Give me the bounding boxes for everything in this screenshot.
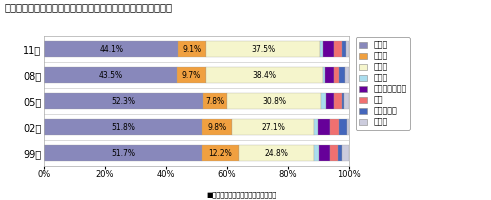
Bar bbox=[339, 119, 347, 135]
Bar bbox=[314, 145, 319, 161]
Bar bbox=[318, 119, 330, 135]
Text: 52.3%: 52.3% bbox=[112, 97, 136, 106]
Bar bbox=[347, 119, 349, 135]
Bar bbox=[342, 41, 346, 57]
Bar bbox=[232, 119, 314, 135]
Text: 51.8%: 51.8% bbox=[111, 122, 135, 132]
Text: 9.7%: 9.7% bbox=[182, 71, 201, 79]
Bar bbox=[202, 119, 232, 135]
Bar bbox=[321, 93, 327, 109]
Text: 38.4%: 38.4% bbox=[252, 71, 276, 79]
Bar bbox=[327, 93, 334, 109]
Bar bbox=[323, 67, 326, 83]
Bar bbox=[178, 41, 206, 57]
Bar bbox=[339, 67, 345, 83]
Bar bbox=[206, 67, 323, 83]
Bar bbox=[227, 93, 321, 109]
Bar bbox=[334, 41, 342, 57]
Bar bbox=[177, 67, 206, 83]
Text: 27.1%: 27.1% bbox=[261, 122, 285, 132]
Text: 44.1%: 44.1% bbox=[99, 45, 123, 53]
Text: 30.8%: 30.8% bbox=[262, 97, 286, 106]
Bar bbox=[44, 145, 202, 161]
Bar bbox=[334, 67, 339, 83]
Bar bbox=[324, 41, 334, 57]
Bar bbox=[239, 145, 314, 161]
Bar bbox=[326, 67, 334, 83]
Bar bbox=[334, 93, 342, 109]
Bar bbox=[206, 41, 320, 57]
Bar bbox=[330, 145, 338, 161]
Text: ■都市生活研究所　生活定点観測調査: ■都市生活研究所 生活定点観測調査 bbox=[206, 191, 276, 198]
Bar bbox=[330, 119, 339, 135]
Bar bbox=[203, 93, 227, 109]
Bar bbox=[319, 145, 330, 161]
Bar bbox=[346, 41, 349, 57]
Text: 7.8%: 7.8% bbox=[206, 97, 225, 106]
Text: 51.7%: 51.7% bbox=[111, 148, 135, 158]
Bar bbox=[345, 67, 349, 83]
Text: 9.8%: 9.8% bbox=[207, 122, 226, 132]
Text: 43.5%: 43.5% bbox=[98, 71, 122, 79]
Bar bbox=[344, 93, 349, 109]
Text: 12.2%: 12.2% bbox=[208, 148, 232, 158]
Text: 37.5%: 37.5% bbox=[251, 45, 275, 53]
Legend: 健康面, 介護面, 金銭面, 仕事面, 時間の過ごし方, 孤独, わからない, その他: 健康面, 介護面, 金銭面, 仕事面, 時間の過ごし方, 孤独, わからない, … bbox=[355, 37, 410, 130]
Bar bbox=[320, 41, 324, 57]
Bar bbox=[44, 93, 203, 109]
Bar bbox=[338, 145, 342, 161]
Bar bbox=[314, 119, 318, 135]
Bar bbox=[342, 145, 349, 161]
Bar bbox=[202, 145, 239, 161]
Bar bbox=[44, 67, 177, 83]
Bar bbox=[44, 119, 202, 135]
Bar bbox=[44, 41, 178, 57]
Text: 9.1%: 9.1% bbox=[183, 45, 202, 53]
Bar bbox=[342, 93, 344, 109]
Text: 24.8%: 24.8% bbox=[265, 148, 288, 158]
Text: 図３【「高齢期の生活」に対して不安がある】最も不安なもの: 図３【「高齢期の生活」に対して不安がある】最も不安なもの bbox=[5, 2, 173, 12]
